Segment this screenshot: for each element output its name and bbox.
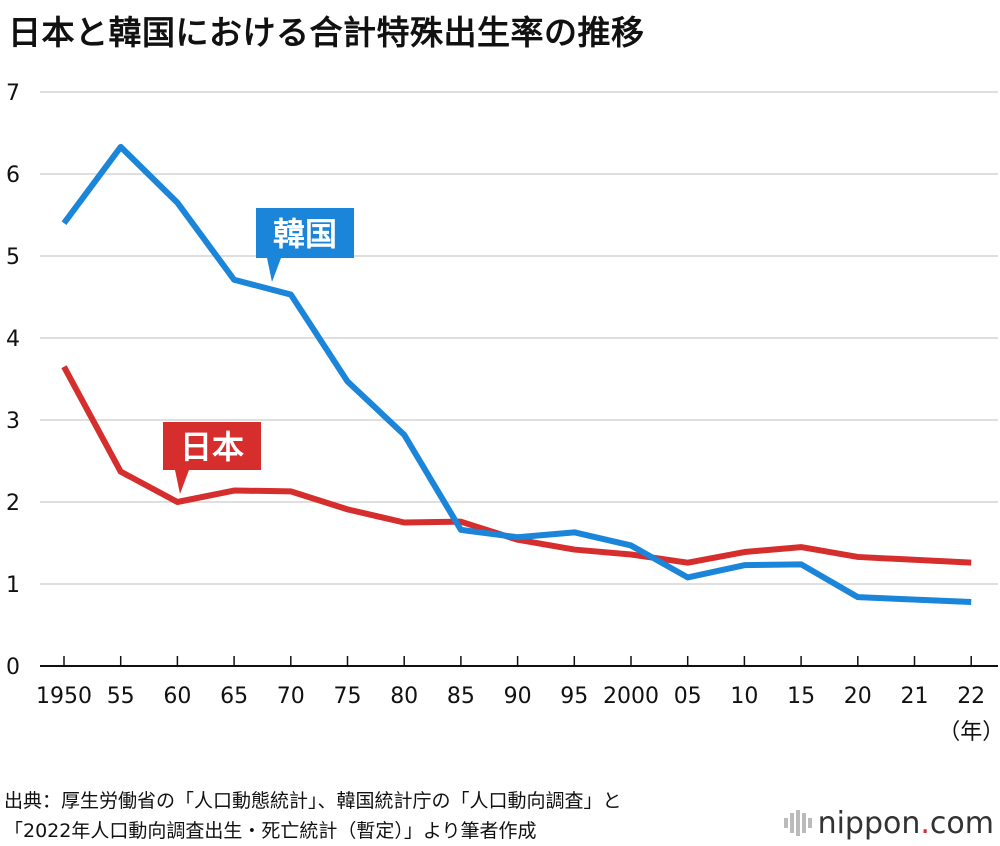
japan-callout-box	[163, 422, 261, 470]
logo-dot: .	[920, 806, 930, 841]
source-line-1: 出典：厚生労働省の「人口動態統計」、韓国統計庁の「人口動向調査」と	[4, 790, 622, 812]
series-lines	[61, 143, 972, 606]
y-tick-label: 3	[6, 409, 20, 434]
y-tick-label: 5	[6, 245, 20, 270]
source-note: 出典：厚生労働省の「人口動態統計」、韓国統計庁の「人口動向調査」と 「2022年…	[4, 786, 622, 846]
x-tick-label: 10	[730, 684, 758, 709]
x-tick-label: 2000	[603, 684, 659, 709]
x-tick-label: 80	[390, 684, 418, 709]
y-tick-label: 6	[6, 163, 20, 188]
x-tick-label: 20	[844, 684, 872, 709]
korea-callout-pointer	[267, 258, 281, 282]
y-axis-ticks: 0 1 2 3 4 5 6 7	[6, 81, 20, 680]
y-tick-label: 0	[6, 655, 20, 680]
korea-series-line	[61, 143, 972, 606]
x-tick-label: 60	[163, 684, 191, 709]
x-tick-label: 1950	[36, 684, 92, 709]
logo-name: nippon	[817, 806, 921, 841]
chart-title: 日本と韓国における合計特殊出生率の推移	[8, 13, 645, 52]
y-tick-label: 7	[6, 81, 20, 106]
x-tick-label: 85	[447, 684, 475, 709]
x-tick-label: 75	[334, 684, 362, 709]
y-tick-label: 1	[6, 573, 20, 598]
x-tick-label: 55	[107, 684, 135, 709]
japan-callout-text: 日本	[180, 428, 244, 466]
x-tick-label: 70	[277, 684, 305, 709]
x-tick-label: 95	[560, 684, 588, 709]
nippon-logo: nippon.com	[783, 806, 994, 841]
y-tick-label: 2	[6, 491, 20, 516]
nippon-bars-icon	[783, 810, 812, 836]
x-tick-label: 22	[957, 684, 985, 709]
x-tick-label: 21	[901, 684, 929, 709]
y-tick-label: 4	[6, 327, 20, 352]
source-line-2: 「2022年人口動向調査出生・死亡統計（暫定）」より筆者作成	[4, 820, 537, 842]
korea-callout-box	[256, 208, 354, 258]
x-tick-label: 90	[504, 684, 532, 709]
x-tick-label: 15	[787, 684, 815, 709]
x-axis-unit-label: （年）	[938, 720, 1000, 745]
x-tick-label: 05	[674, 684, 702, 709]
japan-callout: 日本	[163, 422, 261, 494]
x-tick-label: 65	[220, 684, 248, 709]
x-axis-ticks: 1950 55 60 65 70 75 80 85 90 95 2000 05 10 15 20 21 22 （年…	[36, 656, 1000, 745]
grid-lines	[40, 91, 998, 667]
logo-suffix: com	[929, 806, 994, 841]
korea-callout: 韓国	[256, 208, 354, 282]
korea-callout-text: 韓国	[273, 215, 337, 253]
japan-callout-pointer	[175, 470, 189, 494]
